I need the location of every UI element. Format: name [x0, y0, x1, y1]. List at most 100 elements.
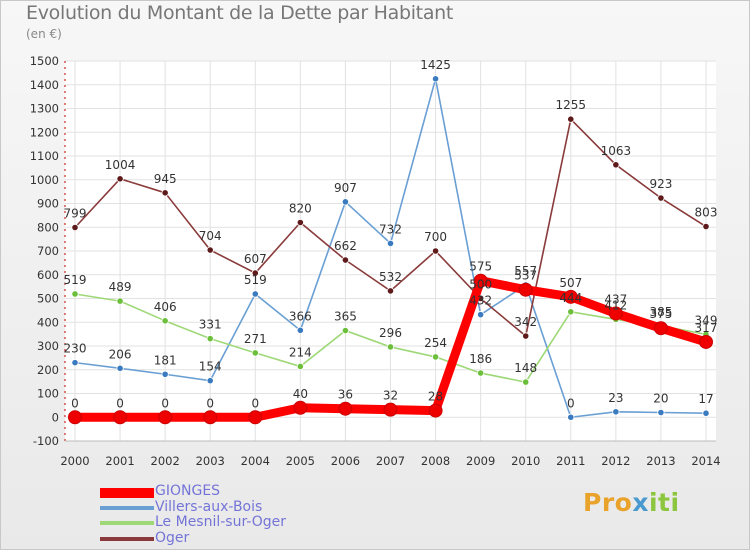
y-tick-label: 1300 — [30, 102, 59, 116]
x-tick-label: 2009 — [466, 454, 495, 468]
data-point — [702, 222, 710, 231]
data-label: 154 — [199, 360, 222, 374]
legend-label: Oger — [155, 529, 190, 546]
data-point — [567, 115, 575, 123]
data-label: 186 — [469, 352, 492, 366]
data-label: 214 — [289, 345, 312, 359]
legend-swatch — [100, 536, 154, 541]
y-tick-label: 1500 — [30, 54, 59, 68]
data-label: 331 — [199, 318, 222, 332]
x-tick-label: 2003 — [196, 454, 225, 468]
data-label: 23 — [608, 391, 623, 405]
data-point — [251, 290, 259, 298]
data-label: 432 — [469, 294, 492, 308]
data-label: 0 — [251, 396, 259, 410]
y-tick-label: 0 — [52, 410, 59, 424]
x-tick-label: 2000 — [60, 454, 89, 468]
data-label: 148 — [514, 361, 537, 375]
x-tick-label: 2007 — [376, 454, 405, 468]
data-point — [431, 353, 440, 361]
data-point — [477, 311, 485, 319]
data-point — [161, 370, 169, 378]
data-point — [293, 400, 308, 415]
data-point — [161, 317, 169, 325]
y-tick-label: 1400 — [30, 78, 59, 92]
data-label: 607 — [244, 252, 267, 266]
data-point — [386, 343, 395, 351]
data-point — [251, 349, 259, 357]
data-point — [116, 364, 124, 372]
data-point — [657, 194, 665, 202]
data-label: 296 — [379, 326, 402, 340]
data-point — [341, 256, 350, 264]
data-point — [431, 75, 440, 83]
proxiti-logo: Proxiti — [583, 488, 680, 517]
data-label: 0 — [567, 396, 575, 410]
data-label: 1063 — [601, 144, 632, 158]
x-tick-label: 2010 — [511, 454, 540, 468]
data-label: 271 — [244, 332, 267, 346]
x-tick-label: 2001 — [105, 454, 134, 468]
legend-label: Villers-aux-Bois — [155, 498, 263, 515]
data-point — [473, 273, 488, 288]
data-label: 230 — [64, 342, 87, 356]
legend-swatch — [100, 521, 154, 525]
data-label: 532 — [379, 270, 402, 284]
data-label: 1425 — [420, 58, 451, 72]
x-tick-label: 2013 — [646, 454, 675, 468]
data-label: 1004 — [105, 158, 136, 172]
data-label: 0 — [161, 396, 169, 410]
x-tick-label: 2004 — [241, 454, 270, 468]
data-point — [251, 269, 259, 277]
data-point — [608, 306, 623, 321]
y-tick-label: 300 — [37, 339, 59, 353]
y-tick-label: 100 — [37, 387, 59, 401]
data-point — [71, 290, 79, 298]
data-point — [702, 409, 710, 417]
data-point — [431, 247, 440, 255]
data-label: 803 — [695, 206, 718, 220]
data-label: 557 — [514, 264, 537, 278]
chart-title: Evolution du Montant de la Dette par Hab… — [26, 2, 454, 24]
data-point — [653, 321, 668, 336]
x-tick-label: 2005 — [286, 454, 315, 468]
data-point — [567, 413, 575, 421]
data-label: 20 — [653, 392, 668, 406]
data-label: 923 — [649, 177, 672, 191]
data-label: 662 — [334, 239, 357, 253]
data-label: 820 — [289, 202, 312, 216]
data-label: 17 — [698, 392, 713, 406]
data-point — [206, 335, 214, 343]
data-point — [341, 326, 350, 335]
data-point — [522, 332, 530, 340]
data-label: 537 — [514, 269, 537, 283]
data-point — [383, 402, 398, 417]
data-label: 0 — [206, 396, 214, 410]
data-point — [386, 287, 395, 295]
data-point — [206, 246, 214, 254]
data-point — [657, 408, 665, 417]
data-label: 412 — [604, 298, 627, 312]
data-point — [71, 359, 79, 367]
y-tick-label: 1000 — [30, 173, 59, 187]
data-label: 375 — [649, 307, 672, 321]
x-tick-label: 2006 — [331, 454, 360, 468]
legend-swatch — [100, 505, 154, 510]
data-label: 519 — [64, 273, 87, 287]
data-label: 181 — [154, 353, 177, 367]
data-point — [612, 161, 620, 169]
data-label: 799 — [64, 206, 87, 220]
legend-swatch — [100, 488, 154, 498]
data-label: 40 — [293, 387, 308, 401]
data-point — [699, 334, 713, 349]
data-label: 206 — [109, 347, 132, 361]
data-point — [522, 378, 530, 386]
data-point — [158, 410, 173, 425]
data-point — [161, 189, 169, 197]
data-point — [341, 198, 350, 206]
data-point — [296, 326, 304, 334]
data-point — [116, 175, 124, 183]
legend-label: GIONGES — [155, 483, 221, 499]
data-point — [296, 218, 304, 227]
